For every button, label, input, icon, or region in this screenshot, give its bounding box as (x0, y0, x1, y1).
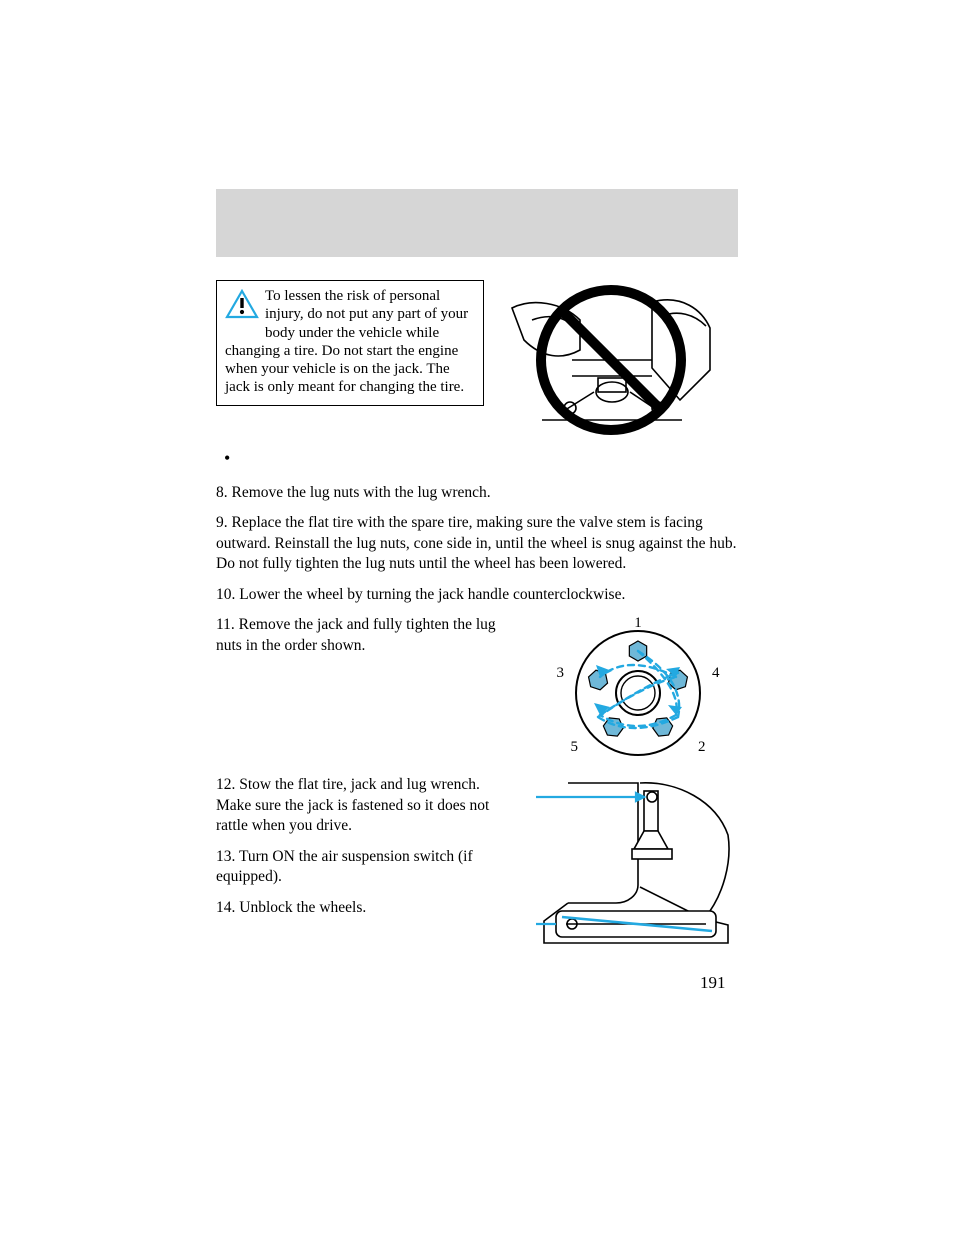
lug-pattern-figure: 1 4 2 5 3 (538, 615, 738, 765)
warning-icon (225, 289, 259, 324)
step-14: 14. Unblock the wheels. (216, 898, 512, 918)
warning-box: To lessen the risk of personal injury, d… (216, 280, 484, 406)
step-12: 12. Stow the flat tire, jack and lug wre… (216, 775, 512, 836)
step-9: 9. Replace the flat tire with the spare … (216, 513, 738, 574)
page-number: 191 (700, 973, 726, 993)
step-12-14-row: 12. Stow the flat tire, jack and lug wre… (216, 775, 738, 955)
bullet: • (224, 448, 738, 469)
lug-label-3: 3 (557, 665, 565, 681)
lug-label-5: 5 (571, 739, 579, 755)
lug-label-1: 1 (634, 615, 642, 631)
lug-label-2: 2 (698, 739, 706, 755)
header-band (216, 189, 738, 257)
step-8: 8. Remove the lug nuts with the lug wren… (216, 483, 738, 503)
step-11: 11. Remove the jack and fully tighten th… (216, 615, 522, 656)
page-content: To lessen the risk of personal injury, d… (216, 280, 738, 965)
lug-label-4: 4 (712, 665, 720, 681)
warning-row: To lessen the risk of personal injury, d… (216, 280, 738, 440)
step-11-row: 11. Remove the jack and fully tighten th… (216, 615, 738, 765)
prohibition-figure (502, 280, 720, 440)
warning-text: To lessen the risk of personal injury, d… (225, 288, 468, 395)
jack-stow-figure (528, 775, 738, 955)
step-13: 13. Turn ON the air suspension switch (i… (216, 847, 512, 888)
step-10: 10. Lower the wheel by turning the jack … (216, 585, 738, 605)
